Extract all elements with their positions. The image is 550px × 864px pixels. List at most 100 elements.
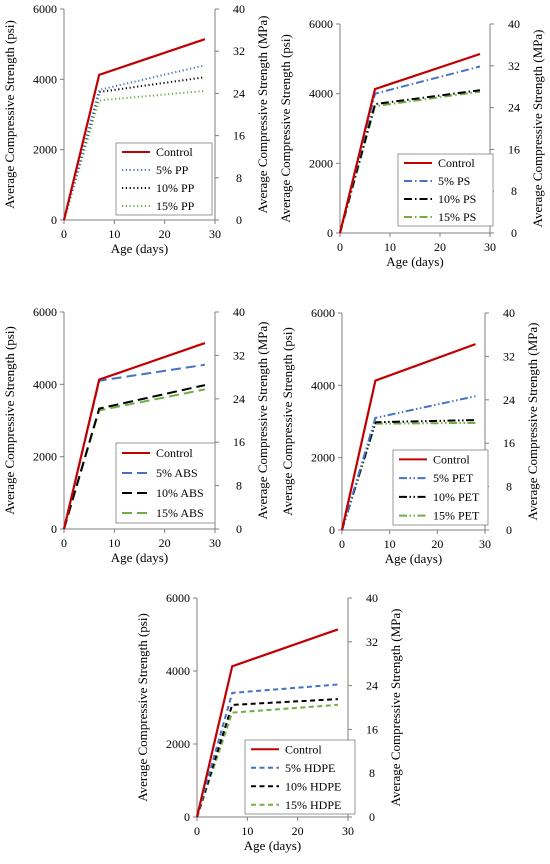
legend-label: 10% PP [156, 181, 195, 195]
y2-tick-label: 40 [366, 591, 378, 605]
legend: Control 5% PET 10% PET 15% PET [392, 449, 489, 526]
x-tick-label: 20 [292, 824, 304, 838]
y2-axis-label: Average Compressive Strength (MPa) [255, 16, 270, 214]
y-tick-label: 0 [327, 226, 333, 240]
legend: Control 5% HDPE 10% HDPE 15% HDPE [244, 739, 356, 815]
chart-panel-1: 0 10 20 30 0 2000 4000 6000 0 8 16 24 32 40 Age (days)… [2, 2, 270, 256]
legend-label: Control [433, 452, 470, 466]
legend-label: 10% ABS [156, 486, 204, 500]
series-line-10-ps [339, 89, 481, 234]
legend-label: Control [156, 446, 193, 460]
y-tick-label: 6000 [311, 306, 335, 320]
y-tick-label: 6000 [33, 305, 57, 319]
y-tick-label: 2000 [309, 156, 333, 170]
y2-tick-label: 40 [233, 305, 245, 319]
x-tick-label: 0 [194, 824, 200, 838]
y2-tick-label: 8 [511, 184, 517, 198]
y2-tick-label: 8 [369, 766, 375, 780]
y2-tick-label: 16 [503, 436, 515, 450]
legend-label: 15% ABS [156, 506, 204, 520]
x-tick-label: 20 [159, 227, 171, 241]
x-tick-label: 20 [434, 240, 446, 254]
x-tick-label: 20 [159, 536, 171, 550]
y2-tick-label: 8 [236, 171, 242, 185]
y-axis-label: Average Compressive Strength (psi) [2, 20, 17, 209]
chart-panel-5: 0 10 20 30 0 2000 4000 6000 0 8 16 24 32 40 Age (days)… [135, 591, 403, 853]
legend: Control 5% PP 10% PP 15% PP [115, 142, 213, 216]
legend-label: 10% HDPE [285, 779, 341, 793]
y2-tick-label: 32 [233, 44, 245, 58]
x-tick-label: 30 [479, 537, 491, 551]
y-tick-label: 4000 [311, 378, 335, 392]
x-tick-label: 10 [108, 536, 120, 550]
y2-tick-label: 40 [233, 2, 245, 16]
series-line-control [62, 342, 206, 530]
y-tick-label: 2000 [33, 450, 57, 464]
y-tick-label: 6000 [166, 591, 190, 605]
x-tick-label: 30 [342, 824, 354, 838]
y2-tick-label: 8 [236, 479, 242, 493]
y-tick-label: 0 [184, 810, 190, 824]
chart-panel-3: 0 10 20 30 0 2000 4000 6000 0 8 16 24 32 40 Age (days)… [2, 305, 270, 565]
y-tick-label: 4000 [166, 664, 190, 678]
legend-label: 10% PET [433, 490, 480, 504]
series-line-5-hdpe [196, 683, 338, 818]
chart-panel-4: 0 10 20 30 0 2000 4000 6000 0 8 16 24 32 40 Age (days)… [280, 306, 540, 566]
y2-tick-label: 32 [233, 348, 245, 362]
legend-label: 5% ABS [156, 466, 198, 480]
chart-panel-2: 0 10 20 30 0 2000 4000 6000 0 8 16 24 32 40 Age (days)… [278, 17, 545, 269]
y2-axis-label: Average Compressive Strength (MPa) [388, 609, 403, 807]
x-tick-label: 0 [61, 536, 67, 550]
series-line-control [195, 628, 339, 818]
y2-tick-label: 24 [508, 101, 520, 115]
y-axis-label: Average Compressive Strength (psi) [2, 326, 17, 515]
x-tick-label: 10 [108, 227, 120, 241]
y2-tick-label: 40 [508, 17, 520, 31]
series-line-5-pet [341, 395, 476, 531]
y2-tick-label: 32 [503, 349, 515, 363]
x-tick-label: 30 [484, 240, 496, 254]
y-tick-label: 2000 [33, 143, 57, 157]
x-axis-label: Age (days) [244, 838, 301, 853]
y2-tick-label: 0 [369, 810, 375, 824]
y2-tick-label: 40 [503, 306, 515, 320]
y-tick-label: 4000 [33, 377, 57, 391]
y-tick-label: 6000 [33, 2, 57, 16]
y2-tick-label: 16 [233, 129, 245, 143]
x-tick-label: 20 [431, 537, 443, 551]
y2-axis-label: Average Compressive Strength (MPa) [530, 30, 545, 228]
y-tick-label: 2000 [166, 737, 190, 751]
series-line-control [340, 343, 476, 531]
legend-box [115, 442, 216, 524]
legend-box [244, 739, 356, 815]
x-axis-label: Age (days) [386, 254, 443, 269]
series-line-control [338, 52, 481, 234]
y2-tick-label: 24 [233, 392, 245, 406]
legend-label: 15% HDPE [285, 798, 341, 812]
y-tick-label: 0 [329, 523, 335, 537]
legend: Control 5% PS 10% PS 15% PS [397, 153, 494, 227]
y2-tick-label: 24 [233, 86, 245, 100]
series-line-10-hdpe [196, 698, 338, 818]
y-tick-label: 0 [51, 522, 57, 536]
legend-label: 15% PP [156, 199, 195, 213]
legend: Control 5% ABS 10% ABS 15% ABS [115, 442, 216, 524]
y2-tick-label: 0 [511, 226, 517, 240]
y-tick-label: 4000 [309, 87, 333, 101]
y2-axis-label: Average Compressive Strength (MPa) [525, 323, 540, 521]
x-tick-label: 10 [384, 240, 396, 254]
legend-label: Control [438, 156, 475, 170]
legend-box [392, 449, 489, 526]
x-tick-label: 0 [339, 537, 345, 551]
y2-tick-label: 16 [508, 142, 520, 156]
y2-tick-label: 0 [236, 522, 242, 536]
series-line-10-abs [63, 384, 206, 530]
legend-box [115, 142, 213, 216]
legend-label: 5% PET [433, 471, 474, 485]
y2-tick-label: 0 [506, 523, 512, 537]
y-tick-label: 2000 [311, 451, 335, 465]
x-tick-label: 30 [209, 536, 221, 550]
y2-tick-label: 32 [366, 635, 378, 649]
y2-tick-label: 0 [236, 213, 242, 227]
